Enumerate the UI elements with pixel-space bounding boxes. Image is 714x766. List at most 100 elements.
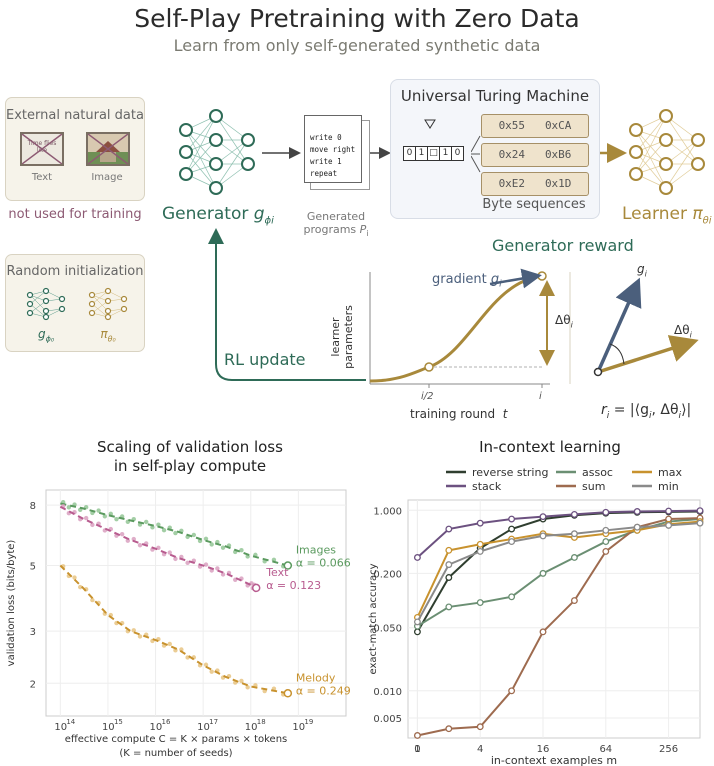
series-point xyxy=(696,507,704,515)
y-axis-label: validation loss (bits/byte) xyxy=(6,540,17,667)
series-point xyxy=(508,687,516,695)
utm-panel: Universal Turing Machine 0 1 □ 1 0 0x55 … xyxy=(390,79,600,219)
scatter-point xyxy=(209,669,214,674)
series-point xyxy=(633,508,641,515)
x-tick-label: 1 xyxy=(414,744,420,755)
main-title: Self-Play Pretraining with Zero Data xyxy=(134,4,580,33)
series-point xyxy=(476,547,484,555)
scatter-point xyxy=(102,514,108,519)
program-line: move right xyxy=(310,145,356,154)
scatter-point xyxy=(220,545,226,550)
reward-title: Generator reward xyxy=(492,236,634,255)
scatter-point xyxy=(173,556,178,562)
x-tick-label: 10 xyxy=(292,722,305,733)
y-tick-label: 5 xyxy=(30,562,36,573)
y-tick-label: 2 xyxy=(30,679,36,690)
series-point xyxy=(602,526,610,534)
series-line xyxy=(417,517,701,737)
delta-theta-label: Δθi xyxy=(555,313,573,330)
scatter-point xyxy=(137,543,143,548)
legend-label: assoc xyxy=(582,466,613,479)
series-point xyxy=(602,547,610,555)
series-point xyxy=(665,507,673,515)
series-point xyxy=(476,599,484,607)
series-point xyxy=(539,628,547,636)
series-point xyxy=(445,525,453,533)
legend-label: max xyxy=(658,466,682,479)
series-point xyxy=(413,628,421,636)
series-point xyxy=(508,525,516,533)
legend-label: min xyxy=(658,480,679,493)
x-tick-label: 64 xyxy=(599,744,612,755)
tick-end: i xyxy=(539,391,542,402)
random-init-title: Random initialization xyxy=(6,264,144,279)
fit-line xyxy=(59,564,289,695)
scatter-point xyxy=(131,536,136,542)
endpoint-marker xyxy=(251,583,261,593)
series-point xyxy=(570,510,578,518)
rl-update-label: RL update xyxy=(224,350,306,369)
byte-row: 0x55 0xCA xyxy=(481,114,589,138)
scatter-point xyxy=(239,678,244,684)
byte-row: 0x24 0xB6 xyxy=(481,143,589,167)
origin-marker xyxy=(593,367,603,377)
scatter-point xyxy=(167,641,172,647)
tape-to-bytes-arrows xyxy=(471,135,481,173)
scatter-point xyxy=(90,597,95,603)
series-point xyxy=(570,530,578,538)
scatter-point xyxy=(66,505,72,510)
tape-cell: □ xyxy=(428,146,440,161)
not-used-note: not used for training xyxy=(8,207,142,222)
tape-head-icon xyxy=(424,119,436,129)
gradient-arrow xyxy=(489,268,542,289)
scatter-point xyxy=(119,531,125,537)
scatter-point xyxy=(137,634,143,639)
tape-cell: 1 xyxy=(440,146,452,161)
series-point xyxy=(476,519,484,527)
fit-line xyxy=(59,505,257,589)
series-point xyxy=(602,508,610,516)
x-tick-label: 10 xyxy=(102,722,115,733)
x-axis-label: effective compute C = K × params × token… xyxy=(65,734,288,745)
x-axis-label: in-context examples m xyxy=(491,754,617,766)
reward-formula: ri = |⟨gi, Δθi⟩| xyxy=(601,402,692,421)
x-tick-label: 10 xyxy=(150,722,163,733)
y-axis-label: exact-match accuracy xyxy=(368,563,379,674)
series-point xyxy=(445,561,453,569)
scatter-point xyxy=(203,536,209,541)
midpoint-marker xyxy=(424,362,434,372)
learner0-label: πθ₀ xyxy=(100,327,116,344)
scatter-point xyxy=(185,560,190,566)
y-tick-label: 3 xyxy=(30,627,36,638)
series-point xyxy=(539,569,547,577)
small-generator-network-icon xyxy=(26,287,66,321)
scatter-point xyxy=(161,527,167,533)
series-line xyxy=(416,522,701,623)
x-tick-label: 10 xyxy=(245,722,258,733)
icl-title: In-context learning xyxy=(479,438,621,456)
series-point xyxy=(413,732,421,739)
series-point xyxy=(696,519,704,527)
scatter-point xyxy=(125,538,131,543)
series-point xyxy=(570,554,578,561)
external-data-title: External natural data xyxy=(6,108,144,123)
main-subtitle: Learn from only self-generated synthetic… xyxy=(173,36,541,55)
scatter-point xyxy=(179,647,184,652)
plot-area xyxy=(407,499,701,739)
scatter-point xyxy=(173,530,178,536)
scatter-point xyxy=(220,572,226,577)
series-point xyxy=(508,538,516,546)
thumbnail-text: Time flies like xyxy=(27,140,57,154)
reward-diagram xyxy=(369,268,699,388)
generator-label: Generator gϕi xyxy=(162,204,274,227)
vector-delta-label: Δθi xyxy=(674,323,692,340)
text-caption: Text xyxy=(31,172,53,183)
series-point xyxy=(445,546,453,554)
scatter-point xyxy=(209,542,214,547)
endpoint-marker xyxy=(537,271,547,281)
y-tick-label: 0.050 xyxy=(373,624,402,635)
series-point xyxy=(476,723,484,731)
series-point xyxy=(413,554,421,561)
byte-row: 0xE2 0x1D xyxy=(481,172,589,196)
